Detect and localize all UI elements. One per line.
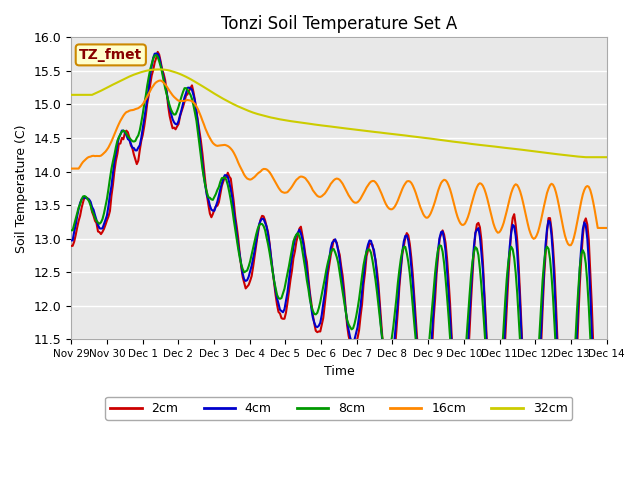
- X-axis label: Time: Time: [324, 365, 355, 378]
- Legend: 2cm, 4cm, 8cm, 16cm, 32cm: 2cm, 4cm, 8cm, 16cm, 32cm: [106, 397, 573, 420]
- Text: TZ_fmet: TZ_fmet: [79, 48, 143, 62]
- Title: Tonzi Soil Temperature Set A: Tonzi Soil Temperature Set A: [221, 15, 457, 33]
- Y-axis label: Soil Temperature (C): Soil Temperature (C): [15, 124, 28, 252]
